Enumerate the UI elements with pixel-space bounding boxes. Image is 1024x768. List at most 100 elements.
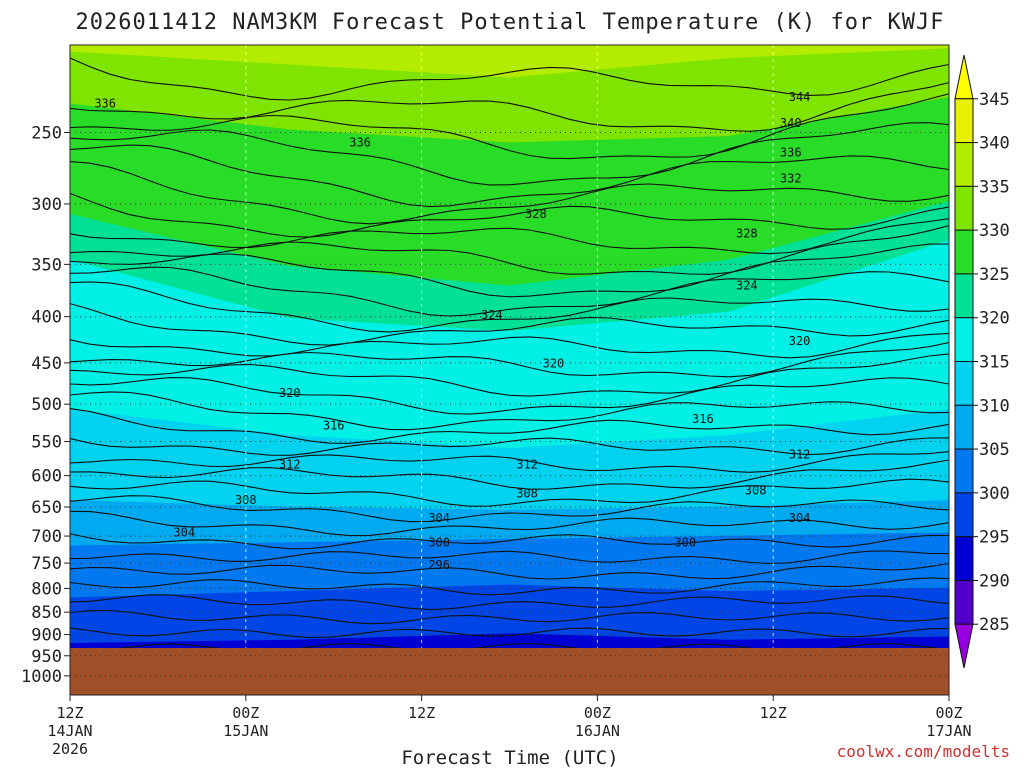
colorbar-label: 325	[979, 265, 1010, 285]
x-tick-hour: 00Z	[584, 704, 611, 722]
colorbar-segment	[954, 579, 974, 625]
contour-line	[70, 332, 949, 359]
colorbar: 345 340 335 330 325 320 315 310 305 300 295 290 285	[954, 54, 1010, 669]
colorbar-label: 295	[979, 528, 1010, 548]
y-tick-label: 400	[31, 308, 62, 328]
colorbar-segment	[954, 229, 974, 275]
contour-line	[70, 218, 949, 255]
colorbar-label: 335	[979, 177, 1010, 197]
contour-label: 328	[736, 227, 758, 241]
contour-label: 324	[481, 308, 503, 322]
y-tick-label: 950	[31, 647, 62, 667]
y-tick-label: 800	[31, 579, 62, 599]
contour-line	[70, 510, 949, 537]
contour-line	[70, 82, 949, 132]
colorbar-label: 290	[979, 571, 1010, 591]
contour-line	[70, 281, 949, 333]
colorbar-segment	[954, 142, 974, 187]
contour-label: 320	[543, 357, 565, 371]
colorbar-segment	[954, 317, 974, 363]
chart-title: 2026011412 NAM3KM Forecast Potential Tem…	[76, 10, 945, 35]
y-tick-label: 250	[31, 123, 62, 143]
contour-line	[70, 495, 949, 523]
contour-line	[70, 577, 949, 596]
contour-line	[70, 93, 949, 160]
contour-line	[70, 594, 949, 611]
contour-label: 344	[789, 90, 811, 104]
colorbar-top-arrow	[954, 54, 974, 100]
y-tick-label: 450	[31, 354, 62, 374]
y-tick-label: 550	[31, 433, 62, 453]
contour-labels: 344 340 336 336 336 332 328 328 324 324 320 320 320 3…	[94, 90, 810, 572]
y-tick-label: 600	[31, 467, 62, 487]
y-tick-label: 1000	[21, 667, 62, 687]
colorbar-label: 330	[979, 221, 1010, 241]
contour-label: 312	[789, 448, 811, 462]
colorbar-label: 345	[979, 90, 1010, 110]
contour-line	[70, 609, 949, 625]
contour-line	[70, 627, 949, 639]
colorbar-segment	[954, 98, 974, 144]
y-axis: 250 300 350 400 450 500 550 600 650 700 750 800 850 9…	[21, 123, 70, 687]
x-tick-hour: 12Z	[408, 704, 435, 722]
colorbar-segment	[954, 492, 974, 538]
contour-label: 316	[323, 418, 345, 432]
contour-label: 336	[94, 97, 116, 111]
contour-label: 312	[516, 457, 538, 471]
y-tick-label: 650	[31, 498, 62, 518]
colorbar-label: 285	[979, 615, 1010, 635]
contour-label: 336	[780, 145, 802, 159]
x-axis-title: Forecast Time (UTC)	[401, 747, 618, 768]
contour-label: 304	[173, 526, 195, 540]
gridlines	[70, 45, 949, 695]
contour-line	[70, 562, 949, 580]
colorbar-label: 305	[979, 440, 1010, 460]
contour-lines	[70, 57, 949, 667]
contour-label: 304	[428, 511, 450, 525]
contour-label: 308	[745, 483, 767, 497]
y-tick-label: 850	[31, 603, 62, 623]
y-tick-label: 300	[31, 195, 62, 215]
contour-line	[70, 342, 949, 378]
x-tick-hour: 12Z	[56, 704, 83, 722]
contour-line	[70, 437, 949, 456]
x-tick-date: 15JAN	[223, 722, 268, 740]
colorbar-label: 340	[979, 134, 1010, 154]
contour-line	[70, 353, 949, 397]
contour-line	[70, 459, 949, 490]
x-tick-hour: 00Z	[232, 704, 259, 722]
y-tick-label: 900	[31, 626, 62, 646]
contour-label: 332	[780, 171, 802, 185]
contour-label: 312	[279, 457, 301, 471]
contour-line	[70, 550, 949, 565]
band-335	[70, 45, 949, 143]
contour-line	[70, 224, 949, 275]
contour-line	[70, 451, 949, 473]
contour-label: 300	[674, 535, 696, 549]
ground-mask	[70, 648, 949, 695]
contour-line	[70, 192, 949, 238]
colorbar-segment	[954, 361, 974, 406]
colorbar-label: 320	[979, 309, 1010, 329]
contour-line	[70, 266, 949, 317]
colorbar-segment	[954, 185, 974, 231]
contour-line	[70, 144, 949, 208]
y-tick-label: 350	[31, 255, 62, 275]
colorbar-label: 310	[979, 396, 1010, 416]
contour-label: 340	[780, 116, 802, 130]
x-tick-date: 14JAN	[47, 722, 92, 740]
plot-frame	[69, 44, 950, 696]
contour-line	[70, 161, 949, 225]
contour-line	[70, 391, 949, 431]
contour-line	[70, 408, 949, 444]
x-tick-date: 16JAN	[575, 722, 620, 740]
contour-label: 320	[279, 386, 301, 400]
x-tick-date: 17JAN	[926, 722, 971, 740]
x-tick-hour: 00Z	[935, 704, 962, 722]
y-tick-label: 750	[31, 554, 62, 574]
contour-line	[70, 303, 949, 346]
contour-line	[70, 57, 949, 101]
x-tick-year: 2026	[52, 740, 88, 758]
